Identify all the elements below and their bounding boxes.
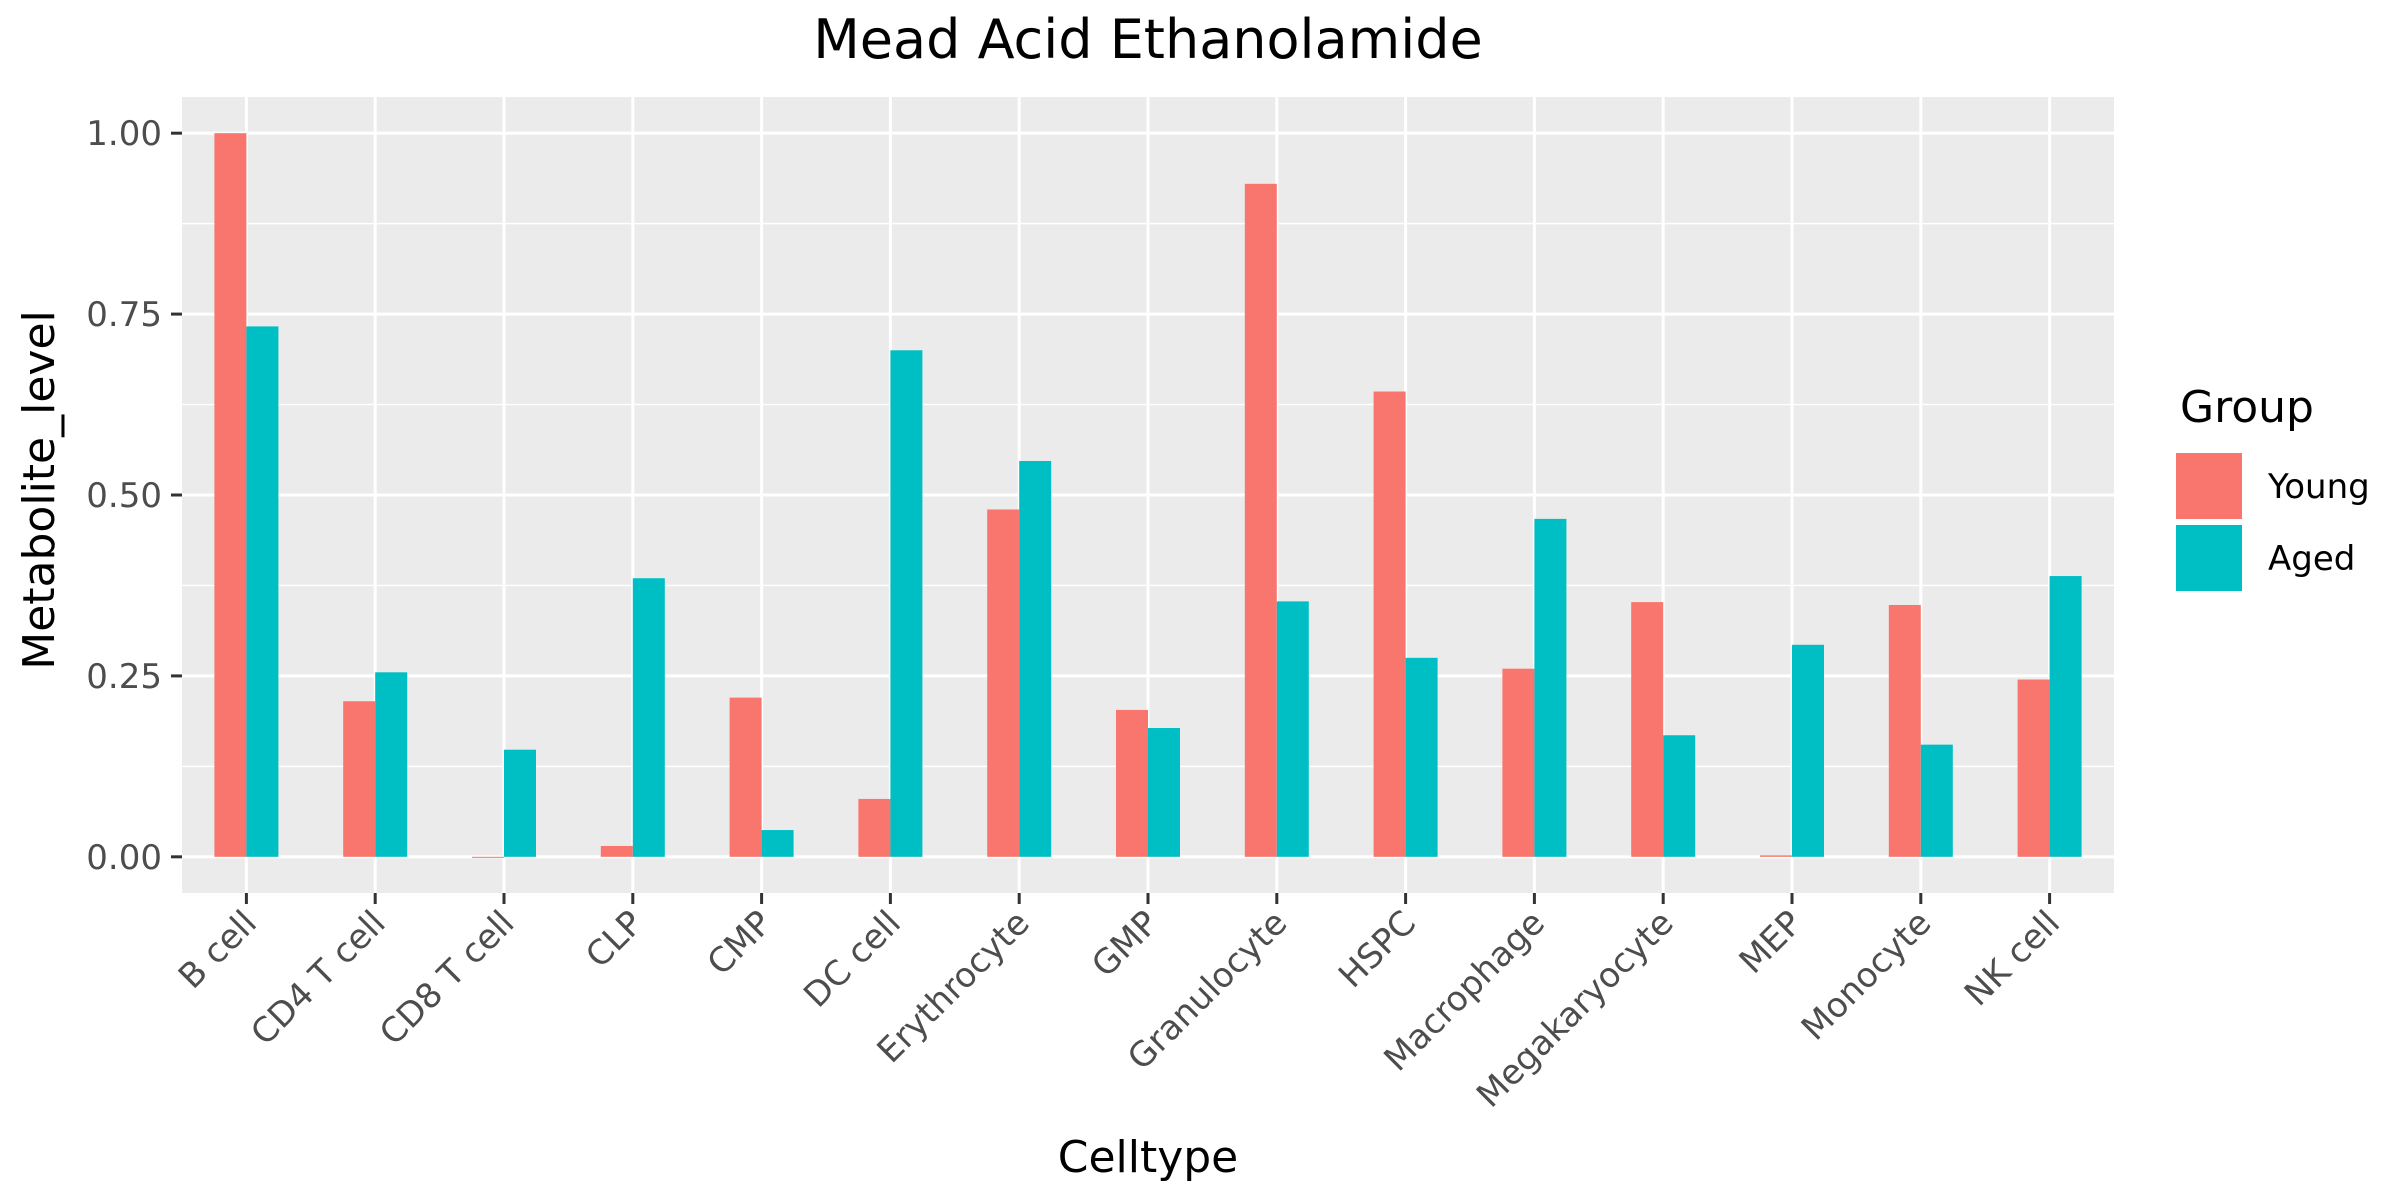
bar-young — [600, 845, 633, 857]
x-tick-label: HSPC — [1331, 903, 1424, 996]
x-tick-label: B cell — [171, 903, 265, 997]
bar-aged — [632, 578, 665, 857]
bar-aged — [1019, 460, 1052, 857]
x-tick-label: CLP — [578, 903, 651, 976]
y-axis: 0.00 0.25 0.50 0.75 1.00 — [86, 114, 182, 878]
bar-aged — [1920, 744, 1953, 857]
y-tick-label: 0.75 — [86, 295, 162, 335]
bar-young — [1502, 668, 1535, 857]
bars — [214, 133, 2082, 858]
bar-young — [729, 697, 762, 857]
bar-young — [1631, 602, 1664, 857]
x-tick-label: DC cell — [796, 903, 909, 1016]
y-tick-label: 0.00 — [86, 838, 162, 878]
legend-key-aged — [2176, 525, 2242, 591]
x-tick-label: Monocyte — [1794, 903, 1939, 1048]
x-axis-title: Celltype — [1058, 1132, 1239, 1183]
y-tick-label: 0.25 — [86, 657, 162, 697]
x-tick-label: CMP — [700, 903, 780, 983]
legend-title: Group — [2180, 382, 2314, 433]
bar-aged — [375, 672, 408, 857]
x-tick-label: MEP — [1732, 903, 1811, 982]
x-tick-label: NK cell — [1957, 903, 2068, 1014]
bar-young — [858, 798, 891, 857]
y-tick-label: 1.00 — [86, 114, 162, 154]
bar-young — [1244, 183, 1277, 857]
bar-aged — [246, 326, 279, 857]
bar-young — [987, 509, 1020, 857]
bar-young — [1888, 604, 1921, 857]
legend-label-aged: Aged — [2268, 539, 2355, 579]
bar-young — [343, 701, 376, 857]
bar-aged — [1792, 644, 1824, 857]
bar-young — [1373, 391, 1406, 857]
y-axis-title: Metabolite_level — [14, 310, 65, 670]
bar-aged — [1276, 601, 1309, 857]
y-tick-label: 0.50 — [86, 476, 162, 516]
legend-key-young — [2176, 453, 2242, 519]
bar-young — [2017, 679, 2050, 857]
bar-young — [214, 133, 247, 857]
legend: Group Young Aged — [2176, 382, 2370, 591]
bar-aged — [1405, 657, 1438, 857]
bar-young — [1760, 855, 1792, 857]
x-tick-label: GMP — [1084, 903, 1166, 985]
x-tick-label: CD4 T cell — [243, 903, 393, 1053]
bar-young — [1116, 709, 1148, 857]
bar-young — [472, 856, 504, 858]
chart-title: Mead Acid Ethanolamide — [813, 8, 1483, 71]
bar-aged — [1534, 518, 1567, 857]
bar-aged — [1148, 728, 1180, 857]
bar-aged — [761, 830, 794, 857]
x-tick-label: CD8 T cell — [372, 903, 522, 1053]
bar-aged — [1663, 735, 1696, 857]
legend-label-young: Young — [2267, 467, 2370, 507]
bar-aged — [890, 350, 923, 857]
bar-aged — [2049, 576, 2082, 857]
bar-aged — [504, 749, 536, 857]
